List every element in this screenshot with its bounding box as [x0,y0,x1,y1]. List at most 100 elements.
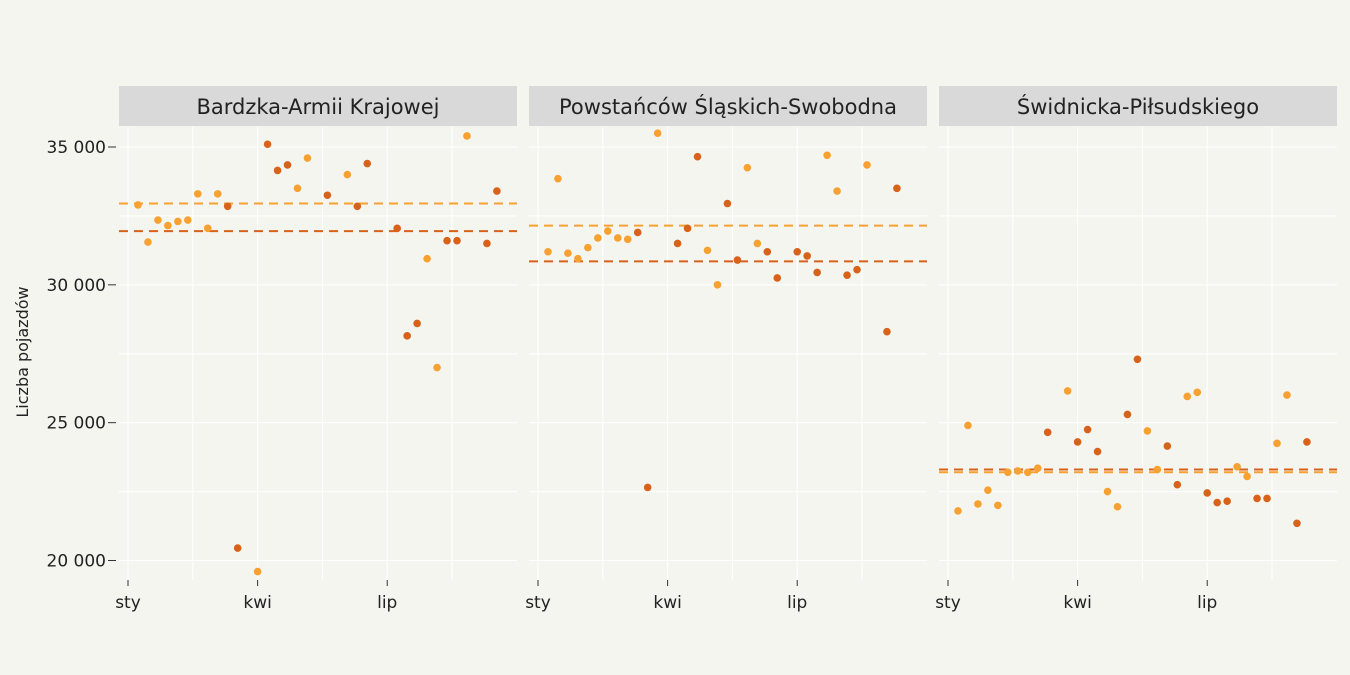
panel-strip-label: Bardzka-Armii Krajowej [197,95,440,119]
panel-strip-label: Świdnicka-Piłsudskiego [1017,94,1259,119]
data-point [164,221,172,230]
data-point [443,236,451,245]
data-point [803,252,811,260]
data-point [1033,464,1042,472]
data-point [773,274,782,282]
data-point [893,184,901,193]
data-point [753,239,762,248]
data-point [303,154,312,162]
data-point [1063,387,1072,395]
data-point [613,234,622,242]
data-point [463,132,471,140]
data-point [1193,388,1202,397]
data-point [603,227,612,235]
data-point [1013,467,1022,475]
data-point [343,170,352,179]
data-point [763,247,772,256]
data-point [1143,427,1152,435]
data-point [863,161,871,169]
y-tick-label: 30 000 [47,276,106,296]
data-point [833,187,841,195]
data-point [1133,355,1142,364]
data-point [673,239,682,248]
data-point [653,129,662,138]
y-axis-title: Liczba pojazdów [13,286,32,417]
data-point [283,161,292,169]
panels: 20 000 25 000 30 000 35 000 Bardzka-Armii Kr… [47,86,1337,613]
data-point [853,265,861,274]
panel-2: Powstańców Śląskich-Swobodna sty kwi lip [525,86,927,613]
data-point [1293,519,1301,528]
data-point [813,268,821,277]
x-tick-label: kwi [653,593,681,613]
data-point [144,238,152,246]
y-tick-label: 25 000 [47,414,106,434]
data-point [633,228,642,237]
data-point [1123,410,1132,419]
x-tick-label: sty [115,593,141,613]
x-tick-label: lip [1197,593,1217,613]
data-point [323,191,332,200]
x-tick-label: kwi [243,593,271,613]
data-point [793,247,802,256]
data-point [253,567,262,576]
data-point [213,190,222,198]
data-point [1233,462,1241,471]
data-point [273,166,282,175]
data-point [743,163,752,172]
y-tick-label: 35 000 [47,138,106,158]
data-point [683,224,692,233]
data-point [693,152,702,161]
data-point [393,224,401,233]
data-point [403,332,411,340]
data-point [1103,487,1112,496]
data-point [584,243,592,252]
x-tick-label: sty [935,593,961,613]
data-point [1163,442,1172,450]
data-point [203,224,212,233]
data-point [1243,472,1251,481]
data-point [733,256,742,264]
data-point [984,486,992,495]
y-tick-label: 20 000 [47,552,106,572]
data-point [1223,497,1231,506]
data-point [1083,425,1092,434]
data-point [574,254,582,263]
data-point [843,271,851,279]
data-point [1173,480,1182,489]
data-point [1073,438,1082,446]
data-point [134,201,142,209]
data-point [594,234,602,242]
panel-1: Bardzka-Armii Krajowej sty kwi lip [115,86,517,613]
data-point [954,507,962,515]
data-point [184,216,192,224]
data-point [713,281,722,289]
data-point [433,363,441,372]
data-point [293,184,302,193]
data-point [1023,468,1032,477]
data-point [1153,465,1162,474]
data-point [544,247,552,256]
data-point [1093,447,1102,456]
data-point [423,254,431,263]
data-point [1213,498,1221,507]
panel-3: Świdnicka-Piłsudskiego sty kwi lip [935,86,1337,613]
data-point [193,190,202,198]
data-point [974,500,982,508]
panel-strip-label: Powstańców Śląskich-Swobodna [559,94,897,119]
data-point [174,217,182,226]
data-point [883,327,891,336]
x-tick-label: kwi [1063,593,1091,613]
x-tick-label: lip [787,593,807,613]
data-point [1203,489,1212,497]
x-tick-label: lip [377,593,397,613]
data-point [1253,494,1261,503]
data-point [453,236,461,245]
data-point [564,249,572,257]
data-point [353,202,362,211]
x-tick-label: sty [525,593,551,613]
data-point [493,187,501,195]
data-point [623,235,632,244]
panel-strip [939,86,1337,126]
